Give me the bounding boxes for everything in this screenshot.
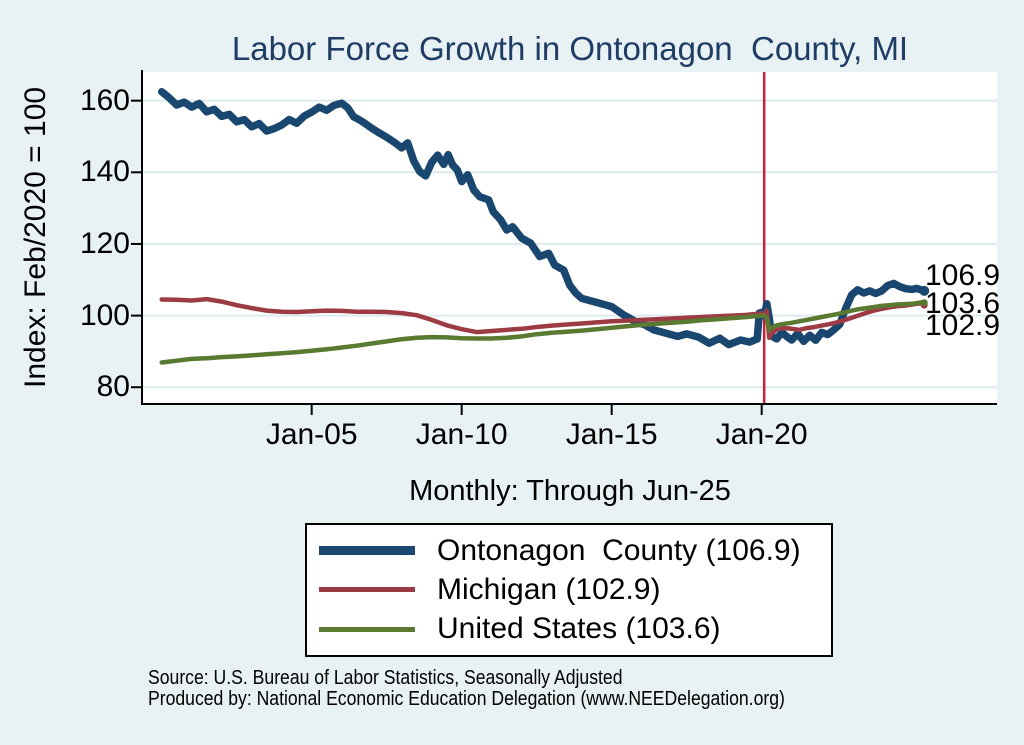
legend-swatch-ontonagon-icon bbox=[319, 546, 415, 556]
x-tick-label-Jan-10: Jan-10 bbox=[415, 418, 508, 451]
legend-label-ontonagon: Ontonagon County (106.9) bbox=[437, 533, 801, 567]
plot-area bbox=[143, 72, 997, 403]
x-axis-subtitle: Monthly: Through Jun-25 bbox=[409, 475, 731, 507]
y-axis-title: Index: Feb/2020 = 100 bbox=[19, 86, 52, 389]
source-line: Source: U.S. Bureau of Labor Statistics,… bbox=[148, 667, 623, 689]
y-tick-label-140: 140 bbox=[79, 155, 130, 189]
end-label-ontonagon: 106.9 bbox=[925, 259, 1001, 292]
x-tick-label-Jan-20: Jan-20 bbox=[715, 418, 808, 451]
legend-item-united-states: United States (103.6) bbox=[307, 610, 831, 648]
producer-line: Produced by: National Economic Education… bbox=[148, 688, 785, 710]
legend-label-michigan: Michigan (102.9) bbox=[437, 572, 661, 606]
x-tick-label-Jan-05: Jan-05 bbox=[265, 418, 358, 451]
legend-label-united-states: United States (103.6) bbox=[437, 612, 721, 646]
end-label-united-states: 103.6 bbox=[925, 287, 1001, 320]
x-tick-label-Jan-15: Jan-15 bbox=[565, 418, 658, 451]
series-endpoint-united-states bbox=[920, 299, 928, 307]
legend-item-michigan: Michigan (102.9) bbox=[307, 571, 831, 609]
series-line-michigan bbox=[159, 296, 927, 341]
y-tick-label-120: 120 bbox=[79, 226, 130, 260]
legend: Ontonagon County (106.9) Michigan (102.9… bbox=[305, 523, 833, 657]
series-line-united-states bbox=[159, 300, 927, 365]
legend-swatch-michigan-icon bbox=[319, 587, 415, 593]
legend-item-ontonagon: Ontonagon County (106.9) bbox=[307, 532, 831, 570]
y-tick-label-100: 100 bbox=[79, 298, 130, 332]
series-endpoint-ontonagon-county bbox=[919, 285, 930, 296]
series-line-ontonagon-county bbox=[157, 87, 929, 349]
y-tick-label-160: 160 bbox=[79, 83, 130, 117]
legend-swatch-united-states-icon bbox=[319, 626, 415, 632]
chart-title: Labor Force Growth in Ontonagon County, … bbox=[231, 30, 909, 67]
source-note: Source: U.S. Bureau of Labor Statistics,… bbox=[148, 668, 905, 710]
y-tick-label-80: 80 bbox=[96, 370, 130, 404]
end-label-michigan: 102.9 bbox=[925, 309, 1001, 342]
